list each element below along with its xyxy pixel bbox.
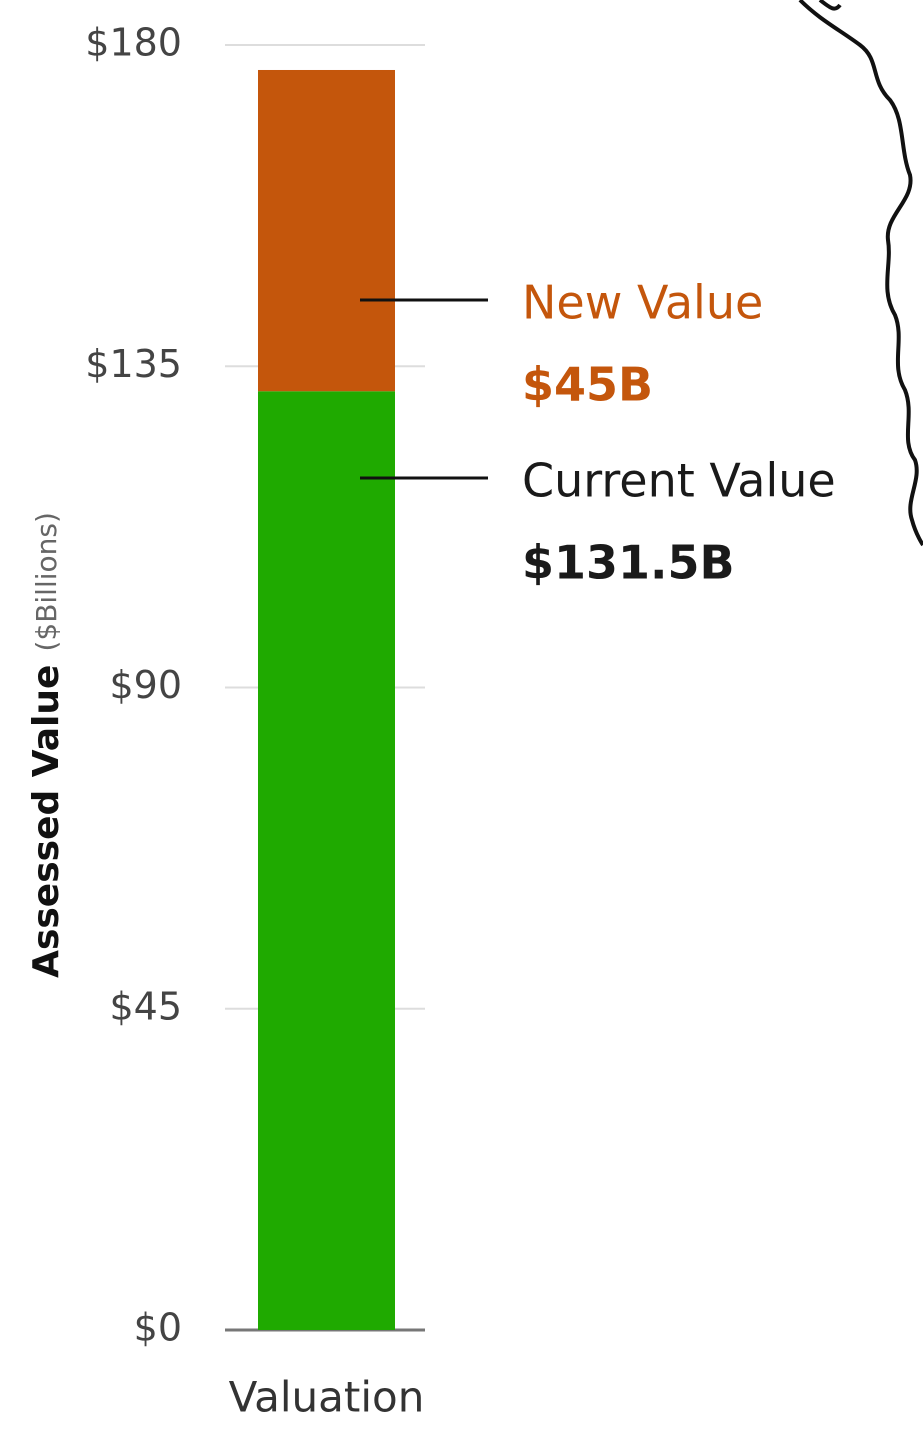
series-label: New Value	[522, 276, 763, 330]
y-tick-label: $180	[85, 21, 182, 65]
map-outline	[798, 0, 923, 547]
bar-segment	[258, 69, 395, 392]
bar-segment	[258, 391, 395, 1331]
y-tick-label: $0	[134, 1306, 182, 1350]
y-tick-label: $90	[109, 663, 182, 707]
series-label: Current Value	[522, 454, 836, 508]
y-axis-title: Assessed Value ($Billions)	[26, 512, 67, 978]
y-tick-label: $135	[85, 342, 182, 386]
value-label: $131.5B	[522, 536, 735, 590]
y-tick-label: $45	[109, 984, 182, 1028]
x-tick-label: Valuation	[229, 1373, 425, 1422]
value-label: $45B	[522, 358, 653, 412]
y-axis-title-unit: ($Billions)	[30, 512, 63, 651]
y-axis-title-main: Assessed Value	[26, 665, 67, 978]
map-outline	[818, 0, 842, 11]
